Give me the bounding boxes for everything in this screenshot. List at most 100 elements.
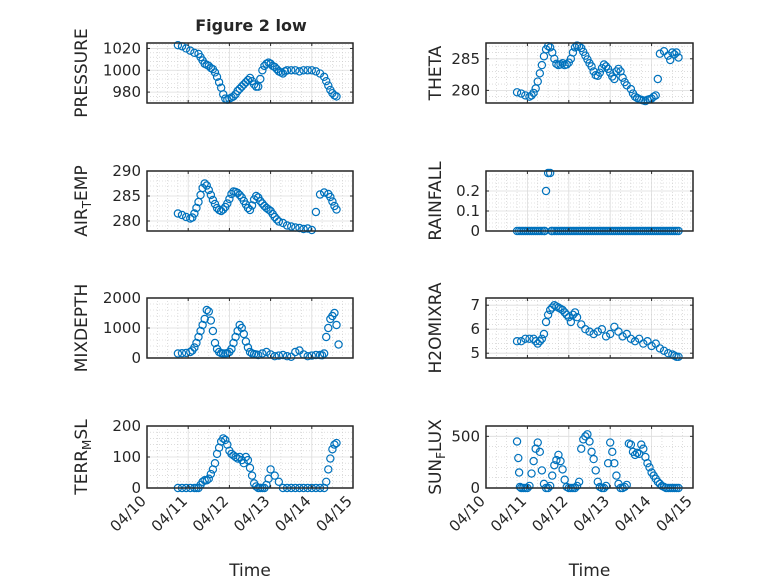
- y-tick-label: 1000: [103, 61, 141, 79]
- data-point: [190, 48, 199, 58]
- data-point: [299, 224, 308, 234]
- data-point: [256, 196, 265, 206]
- data-point: [550, 54, 559, 63]
- x-tick-label: 04/15: [313, 492, 356, 535]
- y-axis-label-main: MIXDEPTH: [72, 284, 92, 373]
- data-series: [512, 301, 683, 361]
- data-point: [206, 190, 216, 200]
- data-point: [589, 329, 598, 339]
- data-point: [537, 60, 547, 70]
- data-point: [237, 323, 246, 333]
- data-point: [208, 195, 218, 205]
- data-point: [204, 185, 213, 195]
- y-axis-label: MIXDEPTH: [72, 284, 92, 373]
- x-axis-label: Time: [568, 561, 611, 581]
- data-series: [173, 305, 343, 361]
- data-point: [550, 461, 559, 470]
- data-point: [558, 465, 567, 474]
- data-point: [535, 447, 545, 457]
- data-point: [603, 459, 613, 468]
- data-point: [287, 66, 296, 75]
- data-point: [548, 303, 557, 312]
- data-point: [334, 340, 343, 349]
- axes-frame: [485, 425, 694, 489]
- data-point: [249, 80, 259, 89]
- data-point: [601, 332, 611, 341]
- data-point: [319, 188, 329, 197]
- data-point: [173, 349, 183, 358]
- data-point: [258, 349, 267, 358]
- y-axis-label-main: AIR: [72, 208, 92, 237]
- subplot-5: 0 1000 2000 MIXDEPTH: [72, 284, 354, 373]
- data-point: [535, 337, 545, 346]
- data-point: [251, 482, 261, 491]
- data-point: [577, 320, 586, 329]
- data-point: [235, 190, 244, 200]
- data-series: [512, 41, 683, 106]
- subplot-3: 280 285 290 AIRTEMP: [72, 162, 354, 237]
- data-point: [270, 352, 279, 361]
- data-point: [324, 323, 333, 333]
- data-point: [287, 222, 296, 231]
- data-point: [243, 203, 253, 213]
- data-point: [173, 209, 183, 218]
- data-point: [643, 337, 652, 346]
- data-point: [219, 205, 228, 214]
- data-point: [319, 72, 329, 82]
- data-point: [256, 74, 265, 84]
- data-point: [317, 351, 327, 360]
- y-axis-label-suffix: LUX: [426, 419, 446, 452]
- data-point: [219, 90, 228, 99]
- figure-title: Figure 2 low: [195, 16, 307, 35]
- y-tick-label: 290: [112, 162, 141, 180]
- data-point: [581, 432, 590, 441]
- y-tick-label: 2000: [103, 289, 141, 307]
- y-tick-label: 0.1: [456, 202, 480, 220]
- data-point: [282, 352, 292, 361]
- y-tick-label: 0: [470, 479, 480, 497]
- data-point: [630, 337, 640, 346]
- data-point: [512, 437, 522, 446]
- x-tick-label: 04/11: [148, 492, 191, 535]
- data-point: [177, 210, 187, 220]
- data-point: [319, 349, 329, 358]
- data-point: [233, 454, 242, 463]
- axes-frame: [146, 170, 354, 232]
- y-tick-label: 1000: [103, 319, 141, 337]
- data-point: [194, 332, 203, 342]
- data-point: [612, 67, 621, 76]
- data-point: [572, 481, 582, 491]
- y-axis-label: TERRMSL: [72, 419, 94, 496]
- data-point: [198, 320, 207, 330]
- data-point: [328, 197, 337, 206]
- data-point: [245, 463, 255, 473]
- data-point: [674, 53, 683, 62]
- data-point: [332, 205, 341, 214]
- data-point: [204, 307, 213, 316]
- data-point: [202, 181, 211, 190]
- data-point: [196, 326, 205, 336]
- data-point: [560, 308, 569, 317]
- data-point: [521, 91, 530, 100]
- data-point: [610, 322, 619, 331]
- y-tick-label: 7: [470, 296, 480, 314]
- data-point: [653, 74, 663, 84]
- y-tick-label: 6: [470, 320, 480, 338]
- data-point: [233, 188, 242, 198]
- data-point: [258, 66, 267, 75]
- x-tick-label: 04/11: [487, 492, 530, 535]
- y-axis-label: H2OMIXRA: [426, 282, 446, 373]
- y-tick-label: 100: [112, 448, 141, 466]
- data-point: [214, 78, 224, 87]
- data-point: [597, 325, 607, 334]
- data-point: [608, 72, 617, 81]
- data-point: [219, 434, 228, 443]
- data-point: [186, 46, 195, 55]
- data-point: [241, 337, 251, 346]
- data-point: [521, 334, 530, 343]
- y-axis-label-main: H2OMIXRA: [426, 282, 446, 373]
- data-point: [614, 327, 623, 336]
- data-point: [181, 44, 191, 53]
